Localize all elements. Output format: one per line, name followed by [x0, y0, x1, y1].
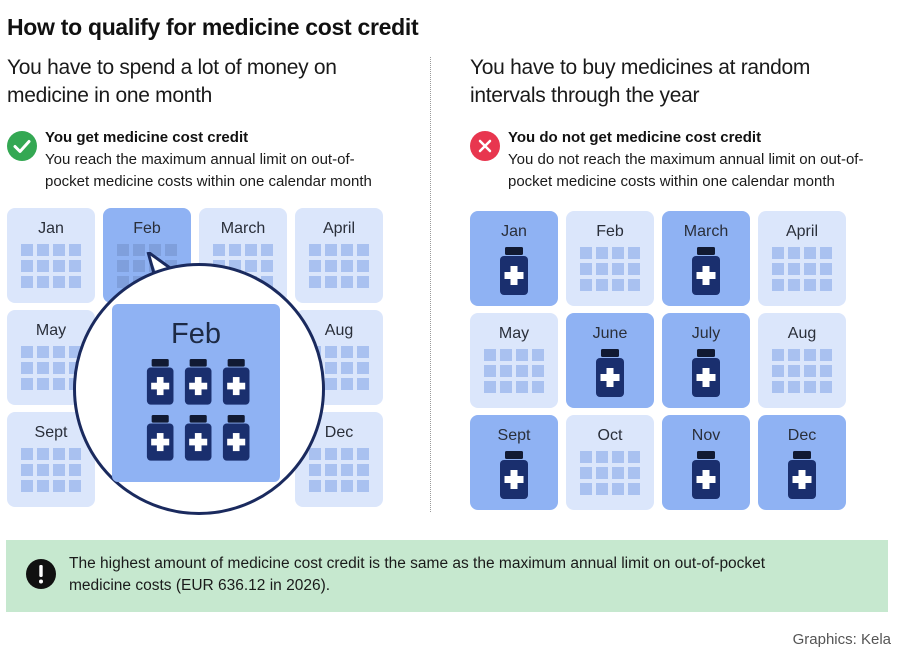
month-label: April: [322, 220, 355, 237]
month-label: Feb: [596, 223, 624, 240]
month-label: Oct: [597, 427, 623, 444]
right-month-july: July: [662, 313, 750, 408]
note-line2: medicine costs (EUR 636.12 in 2026).: [69, 577, 331, 594]
medicine-bottle-icon: [690, 349, 722, 402]
left-status-line2: pocket medicine costs within one calenda…: [45, 173, 372, 190]
right-month-feb: Feb: [566, 211, 654, 306]
medicine-bottle-icon: [221, 415, 251, 466]
right-month-oct: Oct: [566, 415, 654, 510]
right-subtitle-line2: intervals through the year: [470, 84, 700, 107]
info-note: The highest amount of medicine cost cred…: [6, 540, 888, 612]
right-status-line2: pocket medicine costs within one calenda…: [508, 173, 835, 190]
right-status-heading: You do not get medicine cost credit: [508, 129, 762, 146]
check-icon: [7, 131, 37, 161]
right-month-april: April: [758, 211, 846, 306]
calendar-days-icon: [21, 448, 85, 492]
right-month-june: June: [566, 313, 654, 408]
left-subtitle: You have to spend a lot of money on medi…: [7, 54, 337, 110]
month-label: Aug: [787, 325, 817, 342]
graphics-credit: Graphics: Kela: [792, 631, 891, 648]
right-month-march: March: [662, 211, 750, 306]
medicine-bottle-icon: [690, 451, 722, 504]
medicine-bottle-icon: [145, 359, 175, 410]
month-label: Dec: [787, 427, 817, 444]
note-line1: The highest amount of medicine cost cred…: [69, 555, 766, 572]
zoom-month-card: Feb: [112, 304, 280, 482]
calendar-days-icon: [309, 244, 373, 288]
month-label: Feb: [133, 220, 161, 237]
right-status-text: You do not reach the maximum annual limi…: [508, 149, 898, 193]
cross-icon: [470, 131, 500, 161]
right-status-line1: You do not reach the maximum annual limi…: [508, 151, 864, 168]
calendar-days-icon: [21, 244, 85, 288]
calendar-days-icon: [580, 247, 644, 291]
zoom-month-label: Feb: [171, 318, 221, 350]
left-subtitle-line2: medicine in one month: [7, 84, 212, 107]
right-subtitle-line1: You have to buy medicines at random: [470, 56, 811, 79]
exclamation-icon: [26, 559, 56, 589]
month-label: May: [35, 322, 67, 339]
calendar-days-icon: [580, 451, 644, 495]
medicine-bottle-icon: [221, 359, 251, 410]
calendar-days-icon: [772, 349, 836, 393]
month-label: Dec: [324, 424, 354, 441]
right-month-nov: Nov: [662, 415, 750, 510]
calendar-days-icon: [484, 349, 548, 393]
month-label: Sept: [34, 424, 68, 441]
left-status-line1: You reach the maximum annual limit on ou…: [45, 151, 355, 168]
left-month-april: April: [295, 208, 383, 303]
medicine-bottle-icon: [498, 247, 530, 300]
medicine-bottle-icon: [183, 415, 213, 466]
left-month-jan: Jan: [7, 208, 95, 303]
month-label: July: [691, 325, 721, 342]
month-label: June: [592, 325, 628, 342]
medicine-bottle-icon: [594, 349, 626, 402]
left-status-text: You reach the maximum annual limit on ou…: [45, 149, 435, 193]
medicine-bottle-icon: [183, 359, 213, 410]
right-subtitle: You have to buy medicines at random inte…: [470, 54, 810, 110]
left-status-heading: You get medicine cost credit: [45, 129, 249, 146]
right-month-jan: Jan: [470, 211, 558, 306]
month-label: Aug: [324, 322, 354, 339]
medicine-bottle-icon: [498, 451, 530, 504]
month-label: March: [220, 220, 266, 237]
month-label: April: [785, 223, 818, 240]
month-label: Nov: [691, 427, 721, 444]
right-month-dec: Dec: [758, 415, 846, 510]
month-label: Sept: [497, 427, 531, 444]
note-text: The highest amount of medicine cost cred…: [69, 553, 849, 597]
medicine-bottle-icon: [145, 415, 175, 466]
right-month-may: May: [470, 313, 558, 408]
month-label: March: [683, 223, 729, 240]
right-month-sept: Sept: [470, 415, 558, 510]
left-subtitle-line1: You have to spend a lot of money on: [7, 56, 337, 79]
month-label: Jan: [501, 223, 527, 240]
page-title: How to qualify for medicine cost credit: [7, 14, 419, 40]
month-label: Jan: [38, 220, 64, 237]
right-month-aug: Aug: [758, 313, 846, 408]
medicine-bottle-icon: [690, 247, 722, 300]
medicine-bottle-icon: [786, 451, 818, 504]
calendar-days-icon: [309, 448, 373, 492]
left-month-sept: Sept: [7, 412, 95, 507]
calendar-days-icon: [772, 247, 836, 291]
month-label: May: [498, 325, 530, 342]
column-divider: [430, 57, 431, 512]
